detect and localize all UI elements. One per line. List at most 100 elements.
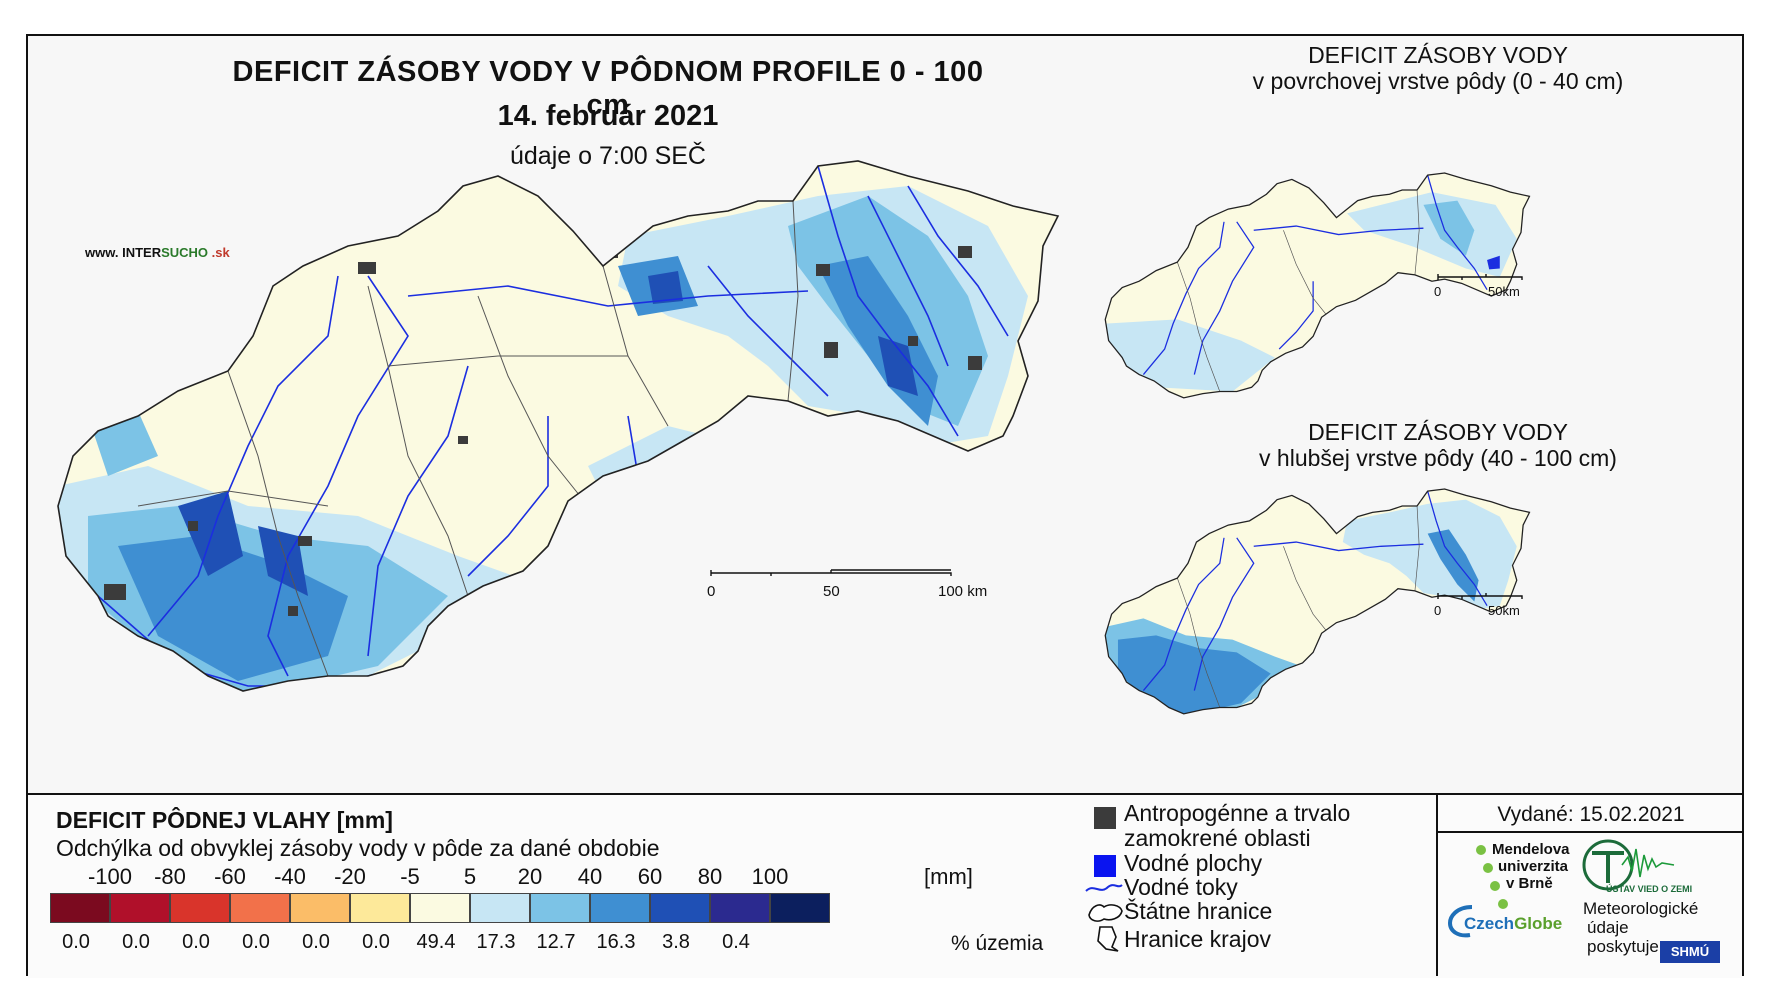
legend-tick: 80 [697, 864, 723, 889]
legend-percent: 0.0 [362, 931, 390, 953]
anthropogenic-label-line2: zamokrené oblasti [1124, 825, 1311, 851]
legend-tick: 100 [751, 864, 789, 889]
submap-surface-scale-0: 0 [1434, 284, 1441, 299]
legend-swatch [50, 893, 110, 923]
legend-subtitle: Odchýlka od obvyklej zásoby vody v pôde … [56, 835, 660, 861]
main-scale-bar [710, 569, 952, 576]
ustav-logo-text[interactable]: ÚSTAV VIED O ZEMI [1606, 884, 1693, 894]
water-bodies-symbol [1094, 855, 1116, 877]
legend-tick: -40 [274, 864, 306, 889]
mendelu-line3: v Brně [1506, 875, 1553, 892]
legend-percent: 0.0 [62, 931, 90, 953]
shmu-logo[interactable]: SHMÚ [1660, 941, 1720, 963]
mendelu-line1: Mendelova [1492, 841, 1570, 858]
state-border-symbol [1088, 904, 1123, 922]
mendelu-dot-2 [1483, 863, 1493, 873]
legend-swatch [290, 893, 350, 923]
submap-deep-title-line2: v hlubšej vrstve pôdy (40 - 100 cm) [1259, 445, 1617, 471]
legend-percent: 49.4 [416, 931, 456, 953]
map-time: údaje o 7:00 SEČ [510, 142, 706, 170]
submap-deep-scale-50: 50km [1488, 603, 1520, 618]
website-prefix: www. INTER [85, 245, 162, 260]
legend-swatch [110, 893, 170, 923]
website-suffix: .sk [208, 245, 230, 260]
legend-percent: 3.8 [662, 931, 690, 953]
streams-symbol [1085, 884, 1123, 892]
website-label[interactable]: www. INTERSUCHO .sk [85, 245, 230, 260]
region-border-symbol [1097, 926, 1119, 952]
mendelu-dot-1 [1476, 845, 1486, 855]
issuer-box: Vydané: 15.02.2021 Mendelova univerzita … [1436, 795, 1744, 976]
legend-percent: 16.3 [596, 931, 636, 953]
legend-swatch [770, 893, 830, 923]
submap-surface-scale: 0 50km [1434, 274, 1523, 299]
legend-tick: -20 [334, 864, 366, 889]
legend-swatch [470, 893, 530, 923]
anthropogenic-symbol [1094, 807, 1116, 829]
legend-swatch [170, 893, 230, 923]
state-border-label: Štátne hranice [1124, 898, 1273, 924]
streams-label: Vodné toky [1124, 874, 1238, 900]
main-scale-50: 50 [823, 583, 840, 600]
legend-percent: 0.0 [242, 931, 270, 953]
legend-percent: 0.4 [722, 931, 750, 953]
mendelu-dot-3 [1490, 881, 1500, 891]
submap-deep-scale: 0 50km [1434, 593, 1523, 618]
map-area: DEFICIT ZÁSOBY VODY V PÔDNOM PROFILE 0 -… [28, 36, 1742, 791]
region-border-label: Hranice krajov [1124, 926, 1271, 952]
czechglobe-logo[interactable]: CzechGlobe [1464, 915, 1562, 932]
legend-percent-unit: % územia [951, 932, 1044, 955]
main-map: 0 50 100 km [57, 160, 1059, 692]
legend-tick: 40 [577, 864, 603, 889]
issued-divider [1438, 831, 1744, 833]
legend-tick: -80 [154, 864, 186, 889]
submap-surface-title-line2: v povrchovej vrstve pôdy (0 - 40 cm) [1252, 68, 1624, 94]
legend-swatch [710, 893, 770, 923]
submap-deep [1104, 488, 1531, 715]
legend-title: DEFICIT PÔDNEJ VLAHY [mm] [56, 807, 393, 833]
main-scale-0: 0 [707, 583, 715, 600]
legend-swatch [350, 893, 410, 923]
submap-surface-scale-50: 50km [1488, 284, 1520, 299]
meteo-provider: Meteorologické údaje poskytuje: [1583, 899, 1699, 956]
anthropogenic-label-line1: Antropogénne a trvalo [1124, 800, 1351, 826]
legend-unit: [mm] [924, 864, 973, 889]
legend-percent: 0.0 [302, 931, 330, 953]
legend-swatch [230, 893, 290, 923]
meteo-line3: poskytuje: [1587, 937, 1664, 956]
submap-deep-title-line1: DEFICIT ZÁSOBY VODY [1308, 419, 1568, 445]
legend-tick: -5 [400, 864, 420, 889]
submap-deep-title: DEFICIT ZÁSOBY VODY v hlubšej vrstve pôd… [1228, 419, 1648, 471]
map-date: 14. február 2021 [497, 100, 719, 132]
mendelu-logo[interactable]: Mendelova univerzita v Brně [1492, 841, 1570, 892]
legend-swatch [530, 893, 590, 923]
legend-swatch [650, 893, 710, 923]
legend-percent: 17.3 [476, 931, 516, 953]
czechglobe-icon [1447, 905, 1473, 938]
legend-percent: 12.7 [536, 931, 576, 953]
main-scale-100: 100 km [938, 583, 987, 600]
legend-swatch [590, 893, 650, 923]
submap-surface-title-line1: DEFICIT ZÁSOBY VODY [1308, 42, 1568, 68]
submap-surface [1104, 172, 1531, 399]
website-accent: SUCHO [161, 245, 209, 260]
legend-swatch [410, 893, 470, 923]
submap-surface-title: DEFICIT ZÁSOBY VODY v povrchovej vrstve … [1228, 42, 1648, 94]
submap-deep-scale-0: 0 [1434, 603, 1441, 618]
anthropogenic-label: Antropogénne a trvalo zamokrené oblasti [1124, 801, 1350, 851]
map-title: DEFICIT ZÁSOBY VODY V PÔDNOM PROFILE 0 -… [232, 56, 984, 121]
water-bodies-label: Vodné plochy [1124, 850, 1263, 876]
legend-tick: 60 [637, 864, 663, 889]
legend-panel: DEFICIT PÔDNEJ VLAHY [mm] Odchýlka od ob… [28, 793, 1744, 978]
mendelu-dot-4 [1498, 899, 1508, 909]
main-map-fill [57, 160, 1059, 692]
legend-tick: 5 [463, 864, 477, 889]
map-frame: DEFICIT ZÁSOBY VODY V PÔDNOM PROFILE 0 -… [26, 34, 1744, 978]
legend-percent: 0.0 [182, 931, 210, 953]
meteo-line2: údaje [1587, 918, 1629, 937]
issued-date: Vydané: 15.02.2021 [1497, 803, 1685, 826]
legend-tick: -100 [87, 864, 133, 889]
meteo-line1: Meteorologické [1583, 899, 1699, 918]
legend-percent: 0.0 [122, 931, 150, 953]
czechglobe-b: Globe [1514, 914, 1563, 933]
